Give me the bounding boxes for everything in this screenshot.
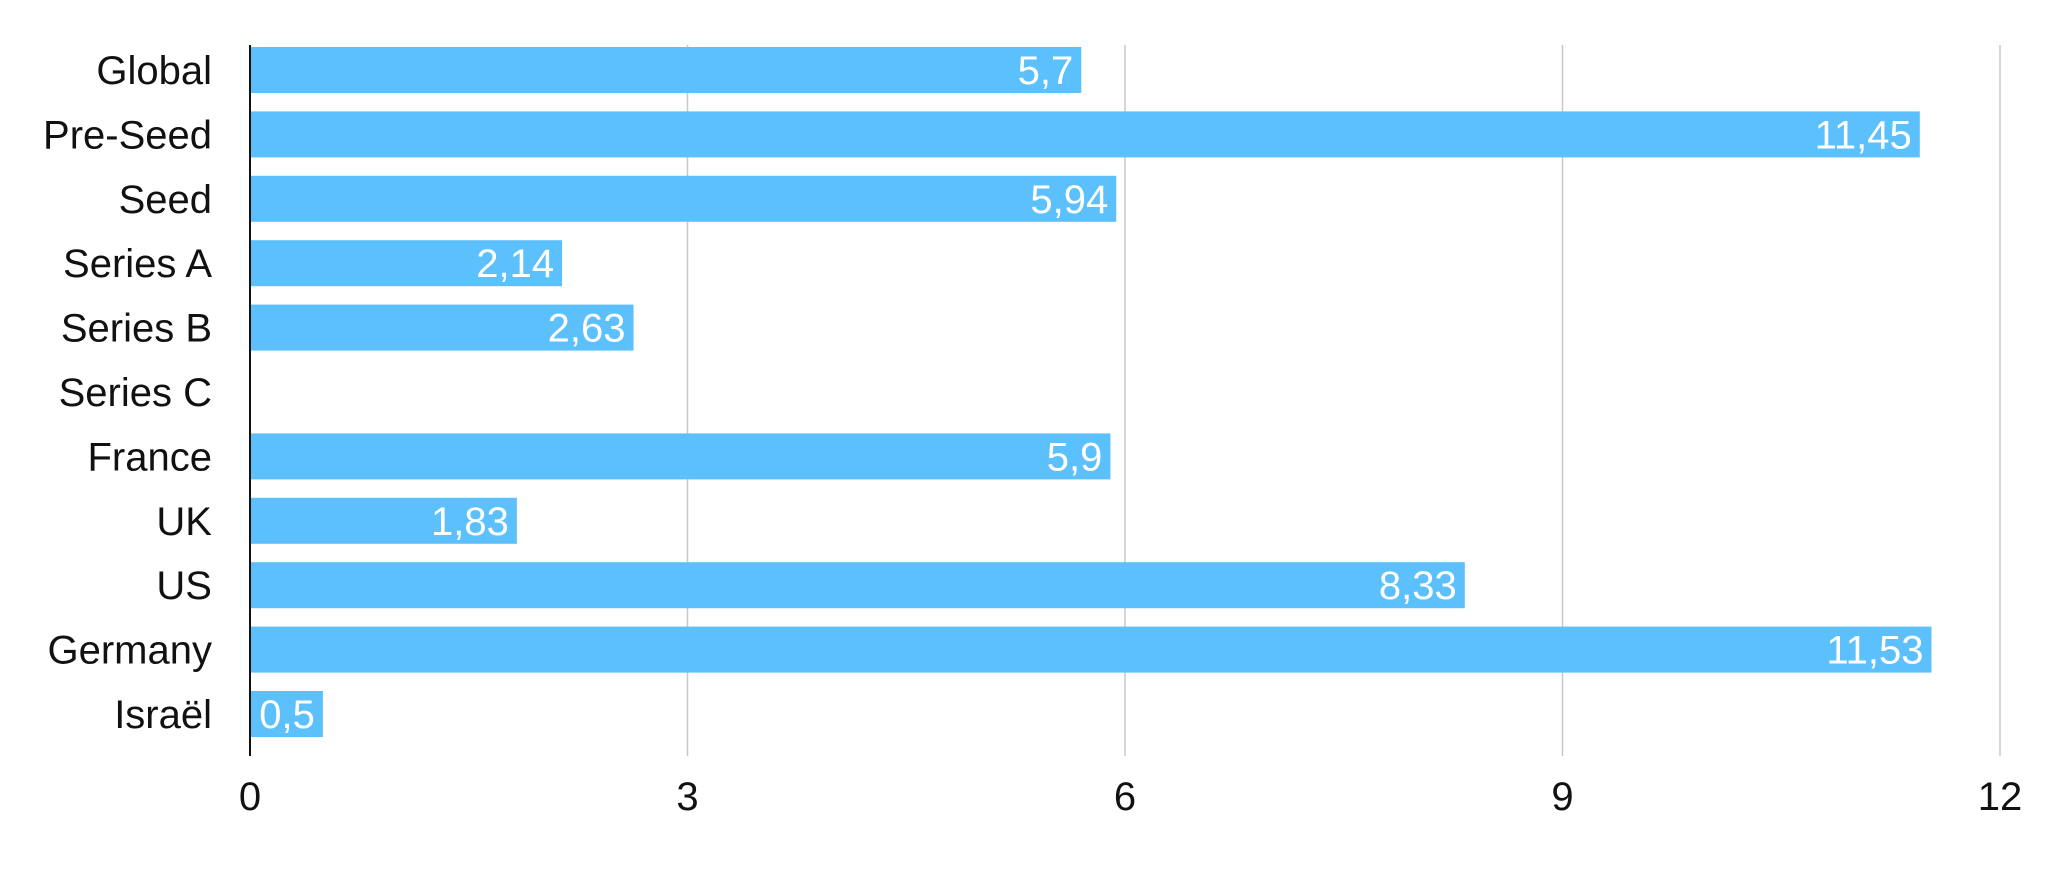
bar-isra-l <box>250 691 323 737</box>
x-axis: 0 3 6 9 12 <box>239 775 2022 819</box>
bar-pre-seed <box>250 111 1920 158</box>
bar-germany <box>250 626 1932 673</box>
x-tick-label-3: 3 <box>676 775 698 819</box>
bar-seed <box>250 175 1117 222</box>
bar-us <box>250 562 1465 609</box>
category-label-seed: Seed <box>119 178 212 222</box>
category-label-isra-l: Israël <box>114 693 212 737</box>
x-tick-label-6: 6 <box>1114 775 1136 819</box>
category-labels: Global Pre-Seed Seed Series A Series B Series… <box>43 49 212 737</box>
value-label-isra-l: 0,5 <box>259 693 315 737</box>
category-label-france: France <box>88 435 213 479</box>
x-tick-label-9: 9 <box>1551 775 1573 819</box>
value-label-uk: 1,83 <box>431 500 509 544</box>
category-label-us: US <box>156 564 212 608</box>
value-label-us: 8,33 <box>1379 564 1457 608</box>
bar-global <box>250 47 1082 93</box>
bar-uk <box>250 497 517 544</box>
value-label-series-a: 2,14 <box>476 242 554 286</box>
category-label-pre-seed: Pre-Seed <box>43 113 212 157</box>
value-label-germany: 11,53 <box>1826 629 1923 673</box>
category-label-series-b: Series B <box>61 307 212 351</box>
value-label-series-b: 2,63 <box>548 307 626 351</box>
bar-series-b <box>250 304 634 351</box>
category-label-germany: Germany <box>48 629 213 673</box>
value-label-seed: 5,94 <box>1030 178 1108 222</box>
x-tick-label-0: 0 <box>239 775 261 819</box>
value-labels: 5,7 11,45 5,94 2,14 2,63 5,9 1,83 8,33 11,53 0,5 <box>259 49 1923 737</box>
value-label-pre-seed: 11,45 <box>1815 113 1912 157</box>
x-tick-label-12: 12 <box>1978 775 2023 819</box>
bar-france <box>250 433 1111 480</box>
bars <box>250 47 1932 737</box>
value-label-france: 5,9 <box>1047 435 1103 479</box>
category-label-global: Global <box>96 49 212 93</box>
category-label-series-c: Series C <box>59 371 212 415</box>
category-label-uk: UK <box>156 500 212 544</box>
value-label-global: 5,7 <box>1018 49 1074 93</box>
bar-series-a <box>250 240 563 287</box>
category-label-series-a: Series A <box>63 242 212 286</box>
